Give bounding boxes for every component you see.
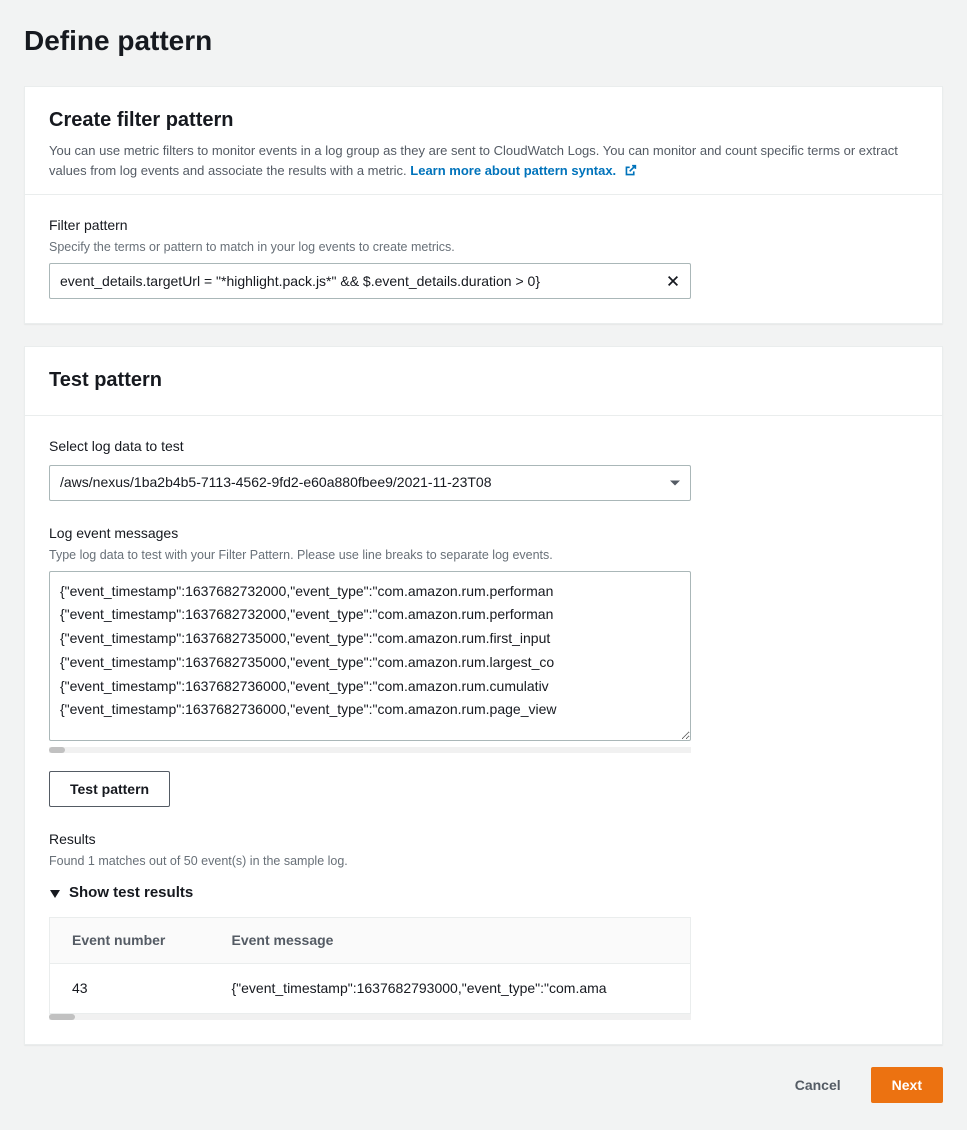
table-scrollbar[interactable] xyxy=(49,1014,691,1020)
test-pattern-body: Select log data to test /aws/nexus/1ba2b… xyxy=(25,416,942,1044)
results-summary: Found 1 matches out of 50 event(s) in th… xyxy=(49,852,918,871)
create-filter-title: Create filter pattern xyxy=(49,105,918,135)
results-header-row: Event number Event message xyxy=(50,917,691,963)
textarea-scroll-thumb xyxy=(49,747,65,753)
col-event-number: Event number xyxy=(50,917,210,963)
select-log-wrapper: /aws/nexus/1ba2b4b5-7113-4562-9fd2-e60a8… xyxy=(49,465,691,501)
triangle-down-icon xyxy=(49,889,61,899)
test-pattern-button[interactable]: Test pattern xyxy=(49,771,170,807)
external-link-icon xyxy=(624,164,637,177)
col-event-message: Event message xyxy=(210,917,691,963)
footer-actions: Cancel Next xyxy=(24,1067,943,1103)
log-messages-hint: Type log data to test with your Filter P… xyxy=(49,546,918,565)
create-filter-description: You can use metric filters to monitor ev… xyxy=(49,141,918,180)
test-pattern-panel: Test pattern Select log data to test /aw… xyxy=(24,346,943,1045)
select-log-data-dropdown[interactable]: /aws/nexus/1ba2b4b5-7113-4562-9fd2-e60a8… xyxy=(49,465,691,501)
table-row: 43 {"event_timestamp":1637682793000,"eve… xyxy=(50,963,691,1013)
show-test-results-toggle[interactable]: Show test results xyxy=(49,882,918,905)
test-pattern-header: Test pattern xyxy=(25,347,942,416)
filter-pattern-hint: Specify the terms or pattern to match in… xyxy=(49,238,918,257)
log-messages-label: Log event messages xyxy=(49,523,918,544)
textarea-scrollbar[interactable] xyxy=(49,747,691,753)
select-log-value: /aws/nexus/1ba2b4b5-7113-4562-9fd2-e60a8… xyxy=(60,472,491,493)
results-label: Results xyxy=(49,829,918,850)
clear-filter-pattern-button[interactable] xyxy=(661,269,685,293)
cell-event-number: 43 xyxy=(50,963,210,1013)
next-label: Next xyxy=(892,1077,922,1093)
cancel-label: Cancel xyxy=(795,1077,841,1093)
create-filter-panel: Create filter pattern You can use metric… xyxy=(24,86,943,324)
test-pattern-button-label: Test pattern xyxy=(70,781,149,797)
select-log-label: Select log data to test xyxy=(49,436,918,457)
close-icon xyxy=(666,274,680,288)
filter-pattern-input[interactable] xyxy=(49,263,691,299)
page-title: Define pattern xyxy=(24,20,943,62)
create-filter-header: Create filter pattern You can use metric… xyxy=(25,87,942,195)
test-pattern-title: Test pattern xyxy=(49,365,918,395)
filter-pattern-label: Filter pattern xyxy=(49,215,918,236)
cell-event-message: {"event_timestamp":1637682793000,"event_… xyxy=(210,963,691,1013)
table-scroll-thumb xyxy=(49,1014,75,1020)
filter-pattern-input-wrapper xyxy=(49,263,691,299)
show-results-label: Show test results xyxy=(69,882,193,905)
next-button[interactable]: Next xyxy=(871,1067,943,1103)
results-table: Event number Event message 43 {"event_ti… xyxy=(49,917,691,1014)
create-filter-body: Filter pattern Specify the terms or patt… xyxy=(25,195,942,323)
learn-more-label: Learn more about pattern syntax. xyxy=(410,163,616,178)
cancel-button[interactable]: Cancel xyxy=(775,1067,861,1103)
learn-more-link[interactable]: Learn more about pattern syntax. xyxy=(410,163,637,178)
log-event-messages-textarea[interactable]: {"event_timestamp":1637682732000,"event_… xyxy=(49,571,691,741)
